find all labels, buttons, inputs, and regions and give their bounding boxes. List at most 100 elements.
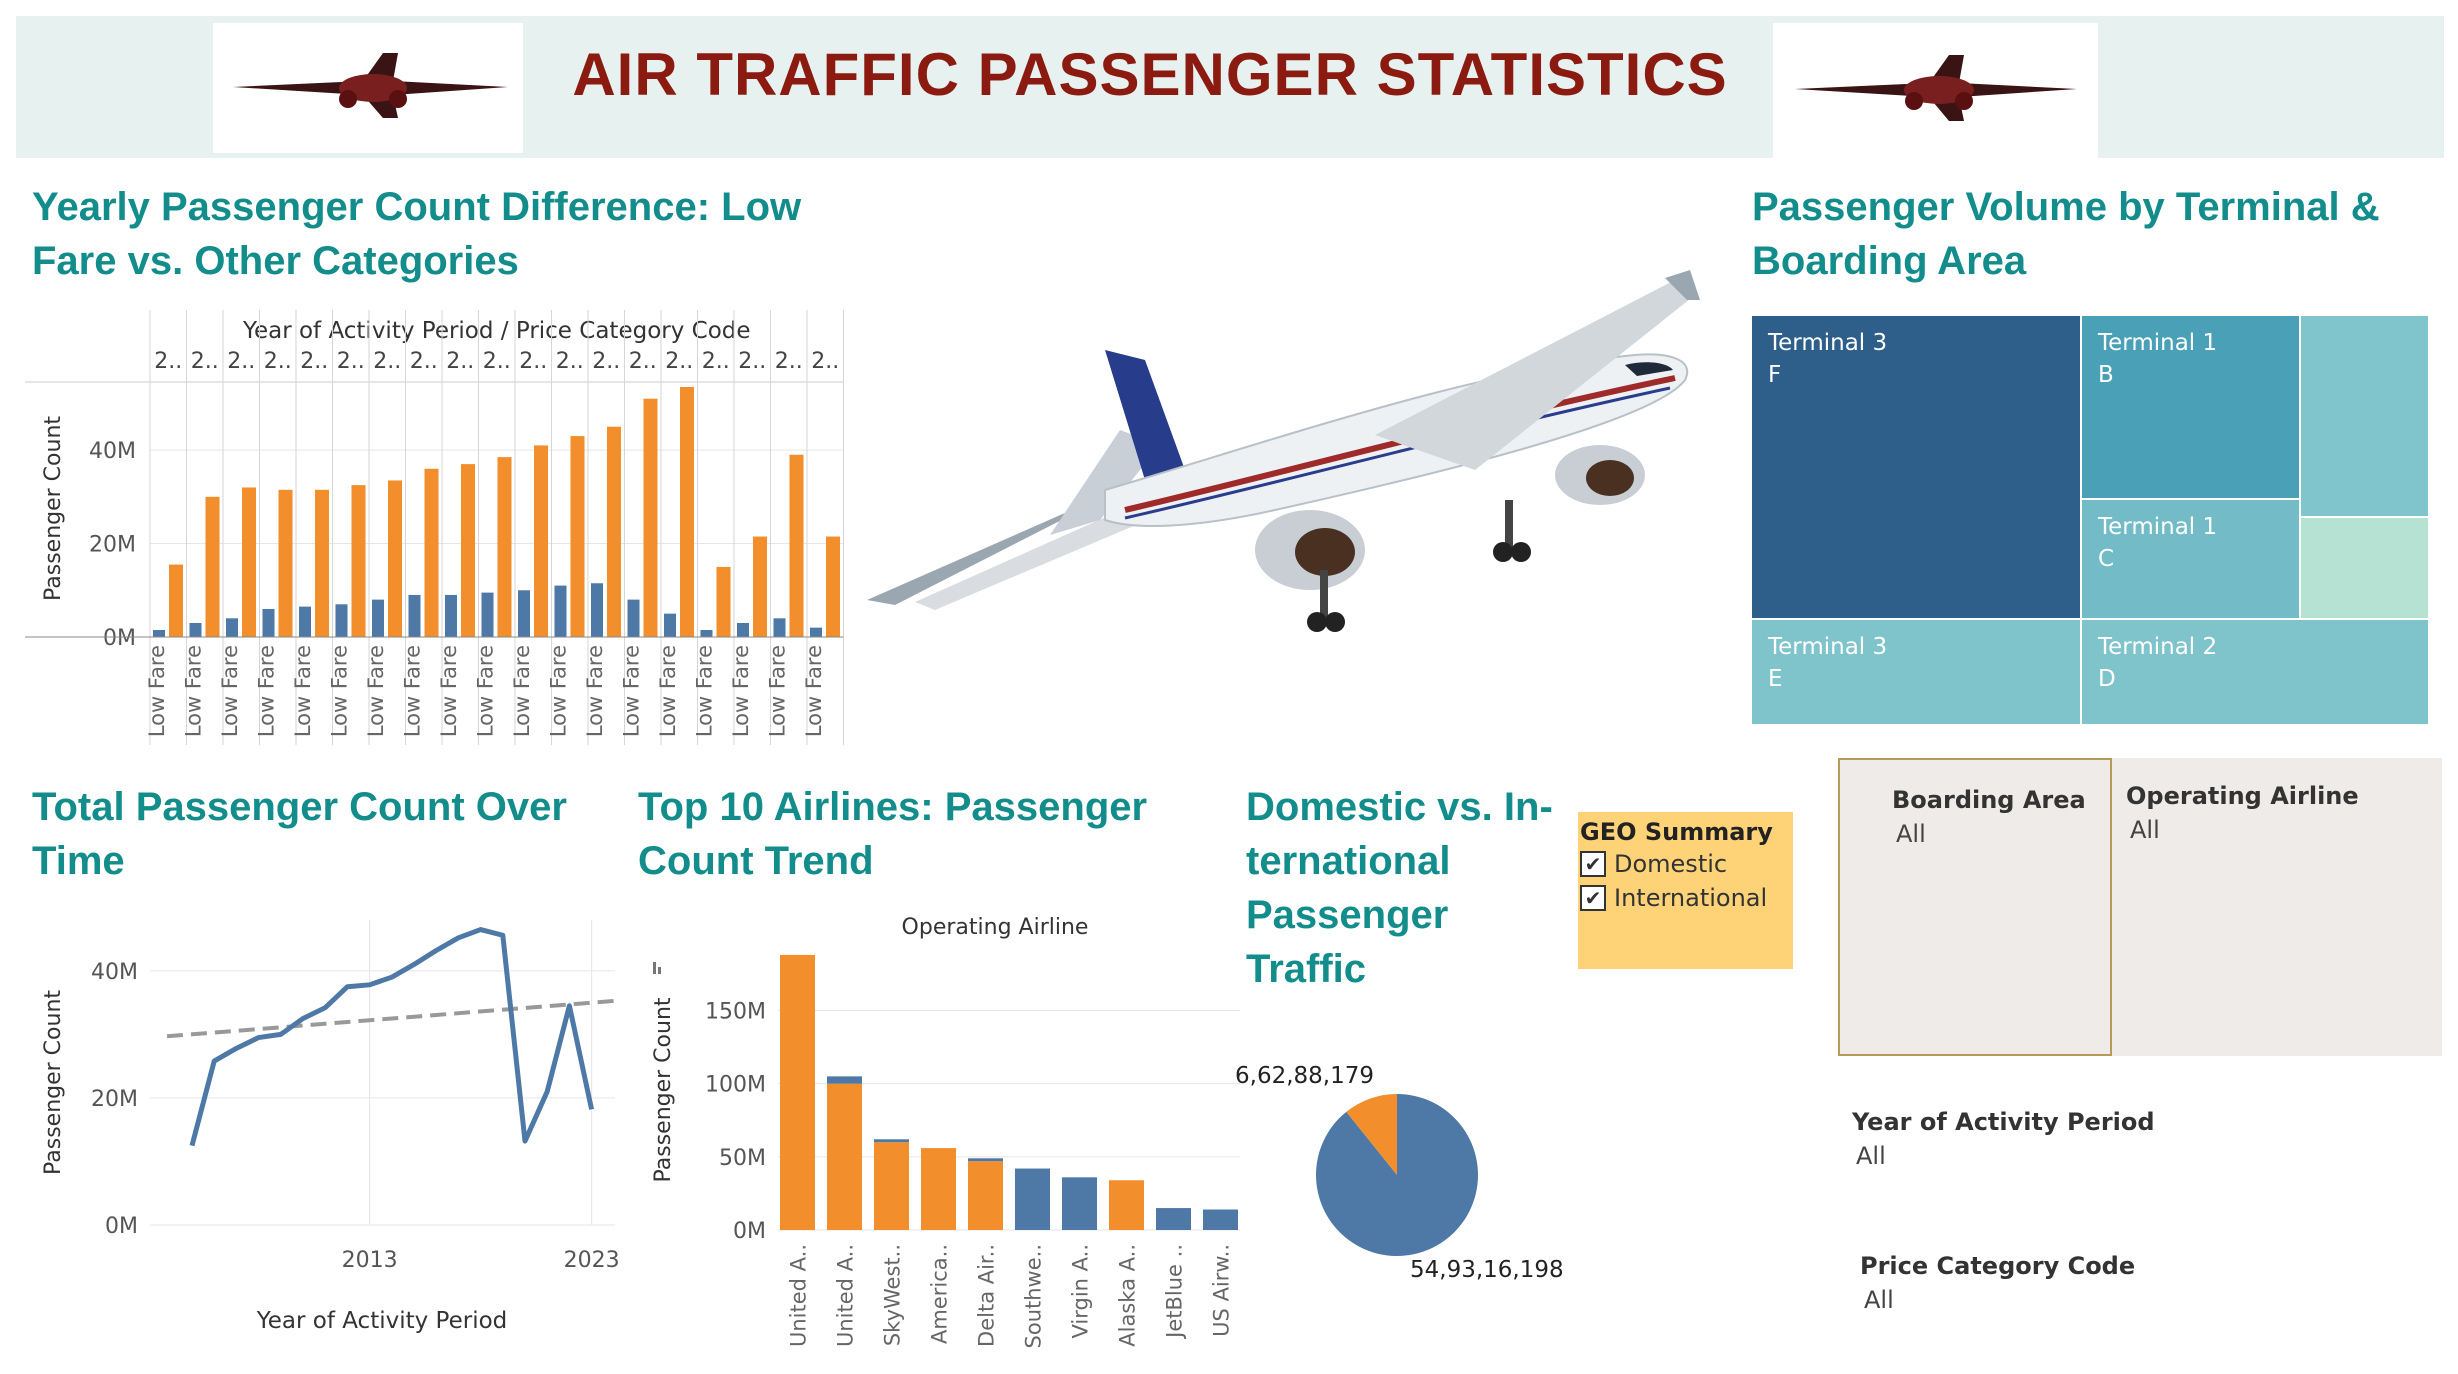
dashboard-title: AIR TRAFFIC PASSENGER STATISTICS — [572, 41, 1728, 108]
year-column-label: 2.. — [702, 349, 730, 374]
yearly-passenger-chart: Year of Activity Period / Price Category… — [25, 310, 844, 745]
geo-pie-chart: 54,93,16,198 6,62,88,179 — [1235, 1063, 1564, 1283]
boarding-area-value[interactable]: All — [1896, 820, 1926, 848]
bar-other-category — [205, 496, 220, 637]
treemap-cell — [2082, 500, 2299, 618]
airplane-icon — [1795, 55, 2077, 121]
geo-option-label: Domestic — [1614, 850, 1728, 878]
treemap-cell — [1752, 316, 2080, 618]
bar-domestic — [874, 1142, 909, 1230]
year-column-label: 2.. — [227, 349, 255, 374]
yearly-chart-title: Yearly Passenger Count Difference: Low F… — [32, 185, 802, 283]
airline-label: JetBlue .. — [1163, 1244, 1187, 1340]
geo-option-international[interactable]: ✔ International — [1580, 884, 1767, 912]
x-axis-label: Year of Activity Period — [256, 1308, 508, 1334]
bar-international — [968, 1158, 1003, 1162]
bar-other-category — [242, 487, 256, 637]
geo-option-domestic[interactable]: ✔ Domestic — [1580, 850, 1727, 878]
y-tick-label: 0M — [105, 1214, 138, 1239]
operating-airline-filter[interactable]: Operating Airline All — [2112, 758, 2442, 1056]
year-column-label: 2.. — [775, 349, 803, 374]
right-wing — [1375, 280, 1695, 470]
category-label: Low Fare — [510, 645, 534, 737]
bar-international — [1203, 1209, 1238, 1230]
bar-domestic — [780, 954, 815, 1230]
year-column-label: 2.. — [592, 349, 620, 374]
airline-label: United A.. — [787, 1244, 811, 1347]
airline-label: United A.. — [834, 1244, 858, 1347]
treemap-area-label: B — [2098, 362, 2114, 388]
category-label: Low Fare — [766, 645, 790, 737]
airlines-chart-header: Operating Airline — [902, 915, 1089, 940]
bar-international — [1156, 1208, 1191, 1230]
category-label: Low Fare — [437, 645, 461, 737]
boarding-area-label: Boarding Area — [1892, 786, 2086, 814]
year-column-label: 2.. — [629, 349, 657, 374]
checkbox-checked-icon[interactable]: ✔ — [1580, 885, 1606, 911]
pie-slice-international — [1346, 1094, 1397, 1175]
airlines-chart-title: Top 10 Airlines: Passenger Count Trend — [638, 785, 1148, 883]
y-tick-label: 0M — [103, 626, 136, 651]
geo-chart-title: Domestic vs. In-ternational Passenger Tr… — [1246, 785, 1553, 991]
treemap-cell — [2082, 620, 2428, 724]
category-label: Low Fare — [255, 645, 279, 737]
y-axis-label: Passenger Count — [651, 997, 676, 1182]
geo-summary-filter: GEO Summary ✔ Domestic ✔ International — [1578, 812, 1793, 969]
bar-other-category — [278, 489, 293, 637]
bar-other-category — [497, 457, 512, 637]
bar-other-category — [570, 436, 585, 637]
category-label: Low Fare — [729, 645, 753, 737]
treemap-cell — [2301, 316, 2428, 516]
bar-international — [827, 1076, 862, 1084]
year-column-label: 2.. — [665, 349, 693, 374]
bar-low-fare — [189, 622, 202, 637]
treemap-area-label: F — [1768, 362, 1781, 388]
bar-domestic — [921, 1148, 956, 1230]
year-filter-value[interactable]: All — [1856, 1142, 1886, 1170]
axis-menu-icon — [658, 967, 661, 974]
treemap-cell — [1752, 620, 2080, 724]
category-label: Low Fare — [291, 645, 315, 737]
bar-other-category — [680, 387, 694, 637]
price-category-filter-value[interactable]: All — [1864, 1286, 1894, 1314]
category-label: Low Fare — [328, 645, 352, 737]
category-label: Low Fare — [218, 645, 242, 737]
terminal-chart-title: Passenger Volume by Terminal & Boarding … — [1752, 185, 2380, 283]
cockpit-window — [1625, 362, 1673, 376]
bar-other-category — [789, 454, 804, 637]
category-label: Low Fare — [364, 645, 388, 737]
checkbox-checked-icon[interactable]: ✔ — [1580, 851, 1606, 877]
treemap-terminal-label: Terminal 1 — [2097, 330, 2217, 356]
operating-airline-label: Operating Airline — [2126, 782, 2359, 810]
year-column-label: 2.. — [483, 349, 511, 374]
boarding-area-filter[interactable]: Boarding Area All — [1838, 758, 2112, 1056]
bar-other-category — [424, 468, 439, 637]
year-column-label: 2.. — [811, 349, 839, 374]
airline-label: America.. — [928, 1244, 952, 1344]
category-label: Low Fare — [547, 645, 571, 737]
bar-other-category — [607, 426, 621, 637]
pie-label-domestic: 54,93,16,198 — [1410, 1257, 1564, 1283]
category-label: Low Fare — [583, 645, 607, 737]
bar-other-category — [351, 485, 366, 637]
year-column-label: 2.. — [373, 349, 401, 374]
bar-low-fare — [408, 594, 421, 637]
treemap-terminal-label: Terminal 1 — [2097, 514, 2217, 540]
category-label: Low Fare — [182, 645, 206, 737]
year-column-label: 2.. — [446, 349, 474, 374]
treemap-terminal-label: Terminal 3 — [1767, 634, 1887, 660]
bar-other-category — [716, 566, 731, 637]
airline-label: Alaska A.. — [1116, 1244, 1140, 1347]
year-column-label: 2.. — [337, 349, 365, 374]
bar-low-fare — [700, 629, 713, 637]
price-category-filter-label: Price Category Code — [1860, 1252, 2136, 1280]
bar-other-category — [315, 489, 329, 637]
operating-airline-value[interactable]: All — [2130, 816, 2160, 844]
passenger-line — [189, 927, 595, 1147]
airplane-logo-right — [1773, 23, 2098, 158]
year-column-label: 2.. — [300, 349, 328, 374]
y-tick-label: 40M — [89, 439, 136, 464]
bar-other-category — [643, 398, 658, 637]
airline-label: US Airw.. — [1210, 1244, 1234, 1337]
category-label: Low Fare — [693, 645, 717, 737]
